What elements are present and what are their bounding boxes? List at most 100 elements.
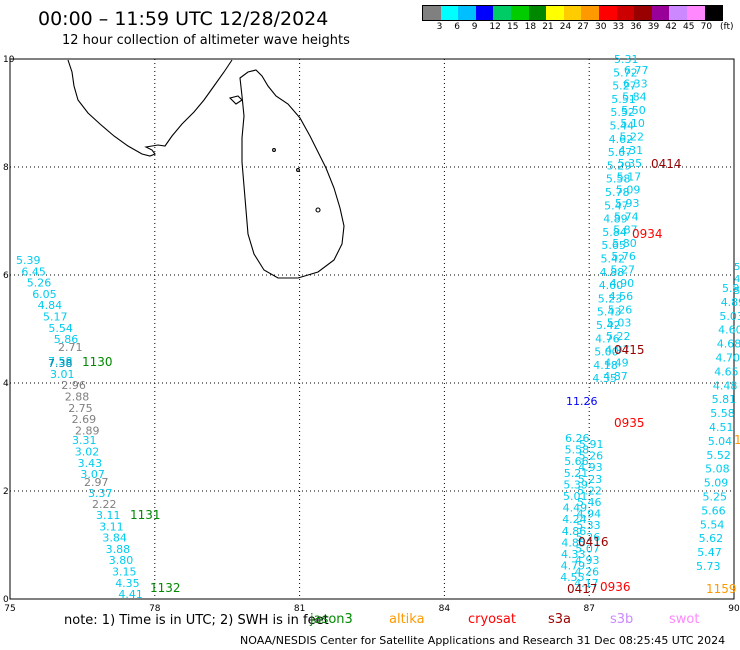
wave-height-value: 5.84 <box>602 226 627 239</box>
india-coast <box>67 59 233 157</box>
wave-height-value: 5.25 <box>703 491 728 504</box>
coastal-islet <box>315 207 321 213</box>
legend-swatch <box>598 6 617 20</box>
y-tick-label: 6 <box>3 271 9 281</box>
wave-height-value: 4.62 <box>609 133 634 146</box>
wave-height-value: 6.33 <box>623 77 648 90</box>
wave-height-value: 5.31 <box>614 53 639 66</box>
wave-height-value: 4.9 <box>734 274 740 285</box>
wave-height-value: 5.93 <box>615 197 640 210</box>
legend-swatch <box>563 6 582 20</box>
coastal-islet <box>296 168 300 172</box>
wave-height-value: 4.55 <box>560 571 585 584</box>
legend-swatch <box>493 6 511 20</box>
wave-height-value: 5.58 <box>606 173 631 186</box>
wave-height-value: 2.69 <box>72 413 97 426</box>
x-tick-label: 75 <box>4 604 15 614</box>
legend-label: 42 <box>665 22 677 32</box>
y-tick-label: 10 <box>3 55 15 65</box>
wave-height-value: 5.86 <box>54 333 79 346</box>
legend-swatch <box>510 6 529 20</box>
coastal-islet <box>272 148 276 152</box>
wave-height-value: 5.0 <box>734 286 740 297</box>
legend-label: 21 <box>542 22 554 32</box>
wave-height-value: 4.49 <box>563 502 588 515</box>
wave-height-value: 5.17 <box>43 311 68 324</box>
wave-height-value: 6.26 <box>565 432 590 445</box>
pass-time-label: 0416 <box>578 535 609 549</box>
satellite-s3a: s3a <box>548 612 572 627</box>
y-tick-label: 4 <box>3 379 9 389</box>
wave-height-value: 2.71 <box>58 341 83 354</box>
wave-height-value: 11.26 <box>566 395 598 408</box>
y-tick-label: 0 <box>3 595 9 605</box>
wave-height-value: 5.00 <box>594 346 619 359</box>
legend-swatch <box>581 6 599 20</box>
wave-height-value: 5.81 <box>712 393 737 406</box>
wave-height-value: 6.45 <box>21 265 46 278</box>
legend-swatch <box>458 6 476 20</box>
wave-height-value: 5.10 <box>620 117 645 130</box>
color-legend-labels: 3 6 9 12 15 18 21 24 27 30 33 36 39 42 45 70 (ft) <box>422 22 740 34</box>
color-legend-bar <box>422 5 724 21</box>
satellite-swot: swot <box>669 612 700 627</box>
legend-unit: (ft) <box>720 22 734 32</box>
legend-label: 33 <box>612 22 625 32</box>
wave-height-value: 3.37 <box>88 487 113 500</box>
map-frame <box>9 58 735 600</box>
wave-height-value: 5.17 <box>617 170 642 183</box>
wave-height-value: 3.84 <box>102 532 127 545</box>
mannar-island <box>228 95 243 105</box>
legend-label: 3 <box>436 22 443 32</box>
wave-height-value: 4.86 <box>562 525 587 538</box>
wave-height-value: 5.50 <box>621 104 646 117</box>
wave-height-value: 5.21 <box>564 467 589 480</box>
wave-height-value: 5.39 <box>16 254 41 267</box>
wave-height-value: 5.22 <box>620 131 645 144</box>
legend-label: 15 <box>507 22 519 32</box>
wave-height-value: 4.56 <box>609 290 634 303</box>
wave-height-value: 4.35 <box>115 577 140 590</box>
wave-height-value: 4.79 <box>561 560 586 573</box>
legend-swatch <box>475 6 494 20</box>
wave-height-value: 5.47 <box>697 546 722 559</box>
wave-height-value: 5.47 <box>604 199 629 212</box>
wave-height-value: 5.26 <box>576 531 601 544</box>
legend-swatch <box>440 6 459 20</box>
wave-height-value: 5.26 <box>579 450 604 463</box>
wave-height-value: 5.58 <box>565 444 590 457</box>
wave-height-value: 4.60 <box>599 279 624 292</box>
wave-height-value: 5.80 <box>612 237 637 250</box>
legend-swatch <box>546 6 564 20</box>
wave-height-value: 3.88 <box>106 543 131 556</box>
wave-height-value: 3.02 <box>75 445 100 458</box>
wave-height-value: 3.11 <box>99 520 124 533</box>
wave-height-value: 3.11 <box>96 509 121 522</box>
wave-height-value: 5.46 <box>577 496 602 509</box>
legend-swatch <box>528 6 547 20</box>
sri-lanka-coast <box>239 69 345 279</box>
wave-height-value: 4.93 <box>575 554 600 567</box>
credit-footer: NOAA/NESDIS Center for Satellite Applica… <box>240 634 726 647</box>
wave-height-value: 4.87 <box>603 370 628 383</box>
wave-height-value: 3.07 <box>80 468 105 481</box>
x-tick-label: 81 <box>294 604 305 614</box>
pass-time-label: 1159 <box>706 582 737 596</box>
wave-height-value: 2.97 <box>84 476 109 489</box>
wave-height-value: 4.89 <box>721 296 740 309</box>
wave-height-value: 5.97 <box>722 282 740 295</box>
satellite-cryosat: cryosat <box>468 612 516 627</box>
legend-swatch <box>616 6 635 20</box>
wave-height-value: 5.73 <box>696 560 721 573</box>
wave-height-value: 5.51 <box>611 93 636 106</box>
wave-height-value: 4.70 <box>716 352 740 365</box>
pass-time-label: 0936 <box>600 580 631 594</box>
wave-height-value: 5.23 <box>578 473 603 486</box>
wave-height-value: 3.43 <box>78 457 103 470</box>
wave-height-value: 7.38 <box>48 357 73 370</box>
x-tick-label: 78 <box>149 604 161 614</box>
wave-height-value: 5.03 <box>719 310 740 323</box>
wave-height-value: 4.51 <box>709 421 734 434</box>
wave-height-value: 5.03 <box>607 317 632 330</box>
